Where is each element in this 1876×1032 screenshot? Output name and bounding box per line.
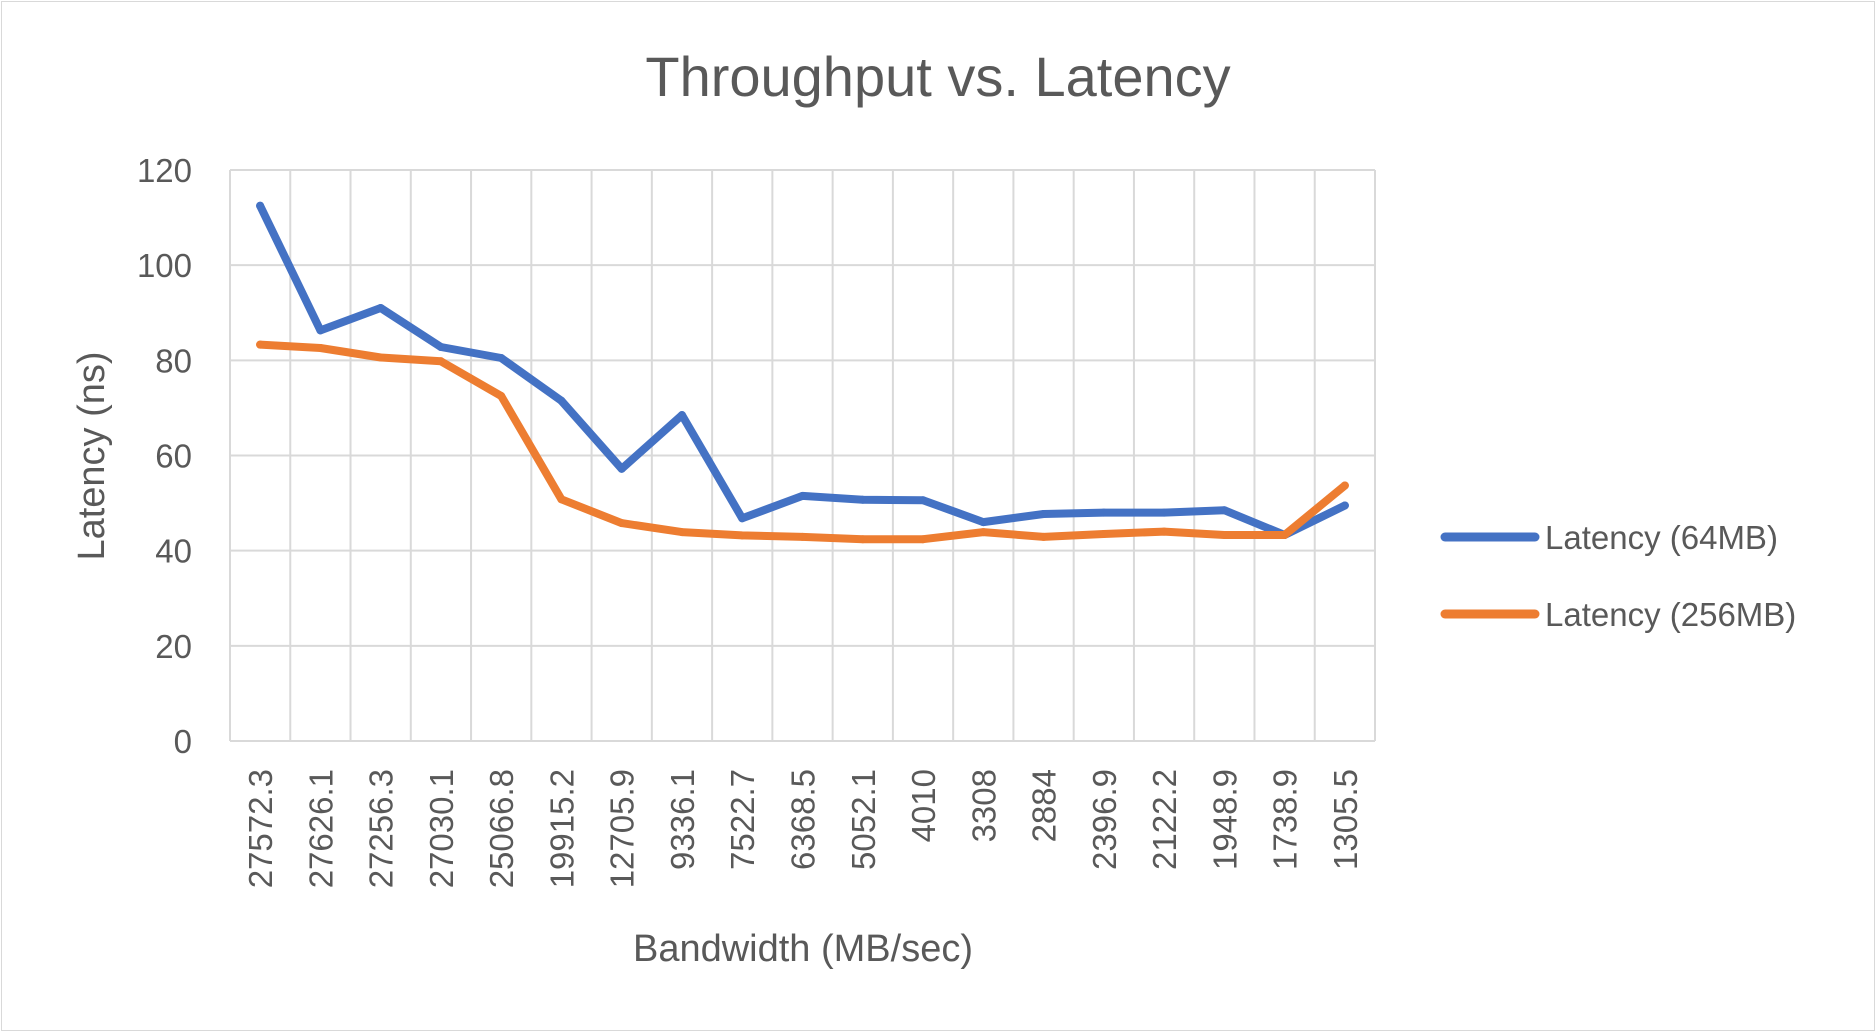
data-point [919,496,928,505]
data-point [436,343,445,352]
data-point [1099,530,1108,539]
data-point [738,514,747,523]
x-tick-label: 6368.5 [785,769,822,870]
data-point [979,528,988,537]
y-tick-label: 0 [174,723,192,760]
data-point [1220,530,1229,539]
x-tick-label: 27030.1 [423,769,460,888]
data-point [497,392,506,401]
x-axis-title: Bandwidth (MB/sec) [633,928,973,970]
data-point [316,326,325,335]
x-tick-label: 27572.3 [242,769,279,888]
tick-labels: 0 20 40 60 80 100 120 27572.3 27626.1 27256.3 2703… [137,152,1364,888]
x-tick-label: 3308 [965,769,1002,842]
data-point [617,464,626,473]
y-tick-label: 20 [155,628,192,665]
y-tick-label: 80 [155,342,192,379]
x-tick-label: 9336.1 [664,769,701,870]
data-point [677,411,686,420]
x-tick-label: 4010 [905,769,942,842]
x-tick-label: 19915.2 [543,769,580,888]
x-tick-label: 7522.7 [724,769,761,870]
data-point [316,343,325,352]
y-tick-label: 60 [155,438,192,475]
data-point [919,535,928,544]
series-lines [256,201,1349,544]
data-point [858,495,867,504]
data-point [677,528,686,537]
data-point [738,531,747,540]
x-tick-label: 12705.9 [604,769,641,888]
data-point [1039,510,1048,519]
data-point [1099,508,1108,517]
x-tick-label: 1948.9 [1206,769,1243,870]
x-tick-label: 2396.9 [1086,769,1123,870]
series-line-1 [256,201,1349,539]
gridlines [229,169,1376,741]
data-point [376,303,385,312]
x-tick-label: 5052.1 [845,769,882,870]
data-point [979,518,988,527]
legend-label: Latency (256MB) [1545,596,1796,633]
data-point [1340,501,1349,510]
data-point [497,353,506,362]
legend: Latency (64MB) Latency (256MB) [1440,519,1796,633]
y-tick-label: 120 [137,152,192,189]
data-point [798,532,807,541]
legend-label: Latency (64MB) [1545,519,1778,556]
y-axis-title: Latency (ns) [71,351,113,560]
data-point [1220,506,1229,515]
data-point [617,519,626,528]
data-point [1160,508,1169,517]
data-point [256,201,265,210]
data-point [557,495,566,504]
data-point [557,396,566,405]
data-point [1280,530,1289,539]
chart-title: Throughput vs. Latency [645,45,1230,108]
y-tick-label: 40 [155,533,192,570]
data-point [858,535,867,544]
data-point [1039,532,1048,541]
data-point [798,491,807,500]
data-point [1340,481,1349,490]
x-tick-label: 2884 [1026,769,1063,842]
data-point [376,353,385,362]
x-tick-label: 25066.8 [483,769,520,888]
data-point [256,340,265,349]
x-tick-label: 1738.9 [1267,769,1304,870]
x-tick-label: 2122.2 [1146,769,1183,870]
data-point [1160,527,1169,536]
y-tick-label: 100 [137,247,192,284]
x-tick-label: 27626.1 [302,769,339,888]
x-tick-label: 1305.5 [1327,769,1364,870]
data-point [436,357,445,366]
x-tick-label: 27256.3 [363,769,400,888]
